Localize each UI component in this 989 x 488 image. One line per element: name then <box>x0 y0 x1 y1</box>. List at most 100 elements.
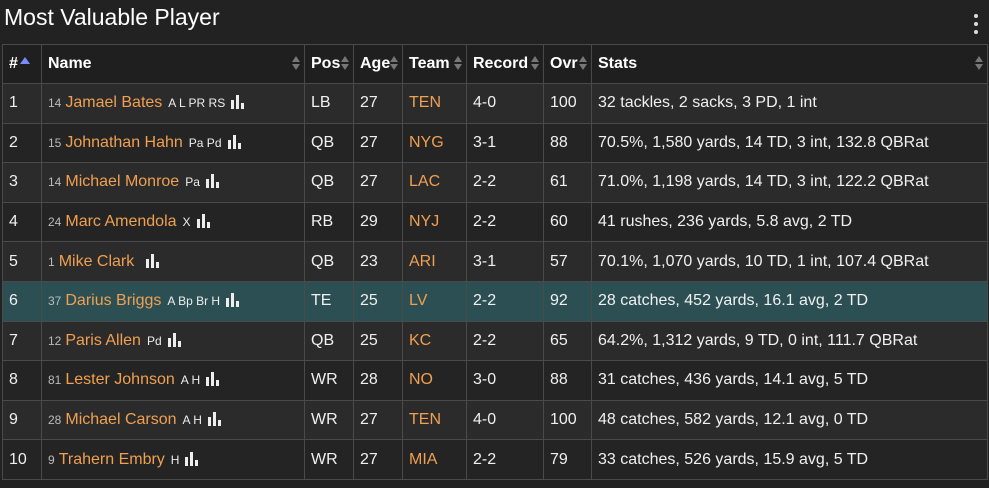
team-link[interactable]: LAC <box>409 173 441 191</box>
bar-chart-icon[interactable] <box>206 372 220 387</box>
bar-chart-icon[interactable] <box>205 174 219 189</box>
age-cell: 27 <box>353 83 403 124</box>
team-link[interactable]: MIA <box>409 450 438 468</box>
name-cell: 28 Michael Carson A H <box>41 399 305 441</box>
player-tags: X <box>182 215 191 230</box>
bar-chart-icon[interactable] <box>231 95 245 110</box>
pos-cell: RB <box>304 201 354 243</box>
players-table: # Name Pos Age Team Record Ovr Stats 1 1… <box>2 44 988 480</box>
record-cell: 3-1 <box>466 122 544 164</box>
jersey-number: 1 <box>48 254 55 269</box>
player-tags: H <box>170 452 180 467</box>
name-cell: 1 Mike Clark <box>41 241 305 282</box>
page-header: Most Valuable Player <box>0 0 989 44</box>
rank-cell: 3 <box>2 162 42 203</box>
bar-chart-icon[interactable] <box>227 134 241 149</box>
jersey-number: 37 <box>48 294 62 309</box>
player-name-link[interactable]: Mike Clark <box>58 252 135 270</box>
team-link[interactable]: KC <box>409 331 432 349</box>
name-cell: 24 Marc Amendola X <box>41 201 305 243</box>
age-cell: 29 <box>353 201 403 243</box>
player-name-link[interactable]: Johnathan Hahn <box>65 133 183 151</box>
jersey-number: 14 <box>48 175 62 190</box>
sort-icon <box>292 56 300 70</box>
team-link[interactable]: TEN <box>409 411 441 429</box>
age-cell: 28 <box>353 360 403 401</box>
name-cell: 14 Jamael Bates A L PR RS <box>41 83 305 124</box>
bar-chart-icon[interactable] <box>167 332 181 347</box>
column-header-pos[interactable]: Pos <box>304 44 354 84</box>
record-cell: 2-2 <box>466 162 544 203</box>
team-link[interactable]: ARI <box>409 252 436 270</box>
team-link[interactable]: LV <box>409 292 428 310</box>
team-cell: NYJ <box>402 201 467 243</box>
bar-chart-icon[interactable] <box>146 253 160 268</box>
rank-cell: 9 <box>2 399 42 441</box>
pos-cell: LB <box>304 83 354 124</box>
rank-cell: 5 <box>2 241 42 282</box>
stats-cell: 70.1%, 1,070 yards, 10 TD, 1 int, 107.4 … <box>591 241 988 282</box>
header-row: # Name Pos Age Team Record Ovr Stats <box>2 44 988 84</box>
jersey-number: 9 <box>48 452 55 467</box>
team-link[interactable]: TEN <box>409 94 441 112</box>
player-name-link[interactable]: Michael Monroe <box>65 173 180 191</box>
player-name-link[interactable]: Michael Carson <box>65 411 177 429</box>
pos-cell: QB <box>304 241 354 282</box>
column-header-age[interactable]: Age <box>353 44 403 84</box>
bar-chart-icon[interactable] <box>207 412 221 427</box>
player-name-link[interactable]: Paris Allen <box>65 331 141 349</box>
stats-cell: 28 catches, 452 yards, 16.1 avg, 2 TD <box>591 280 988 322</box>
bar-chart-icon[interactable] <box>185 451 199 466</box>
table-row: 5 1 Mike Clark QB 23 ARI 3-1 57 70.1%, 1,… <box>2 241 988 282</box>
column-header-rank[interactable]: # <box>2 44 42 84</box>
pos-cell: TE <box>304 280 354 322</box>
sort-ascending-icon <box>19 57 30 64</box>
rank-cell: 1 <box>2 83 42 124</box>
sort-icon <box>975 56 983 70</box>
player-name-link[interactable]: Trahern Embry <box>58 450 165 468</box>
column-header-stats[interactable]: Stats <box>591 44 988 84</box>
ovr-cell: 57 <box>543 241 592 282</box>
team-cell: MIA <box>402 439 467 480</box>
pos-cell: QB <box>304 320 354 362</box>
pos-cell: WR <box>304 360 354 401</box>
bar-chart-icon[interactable] <box>226 293 240 308</box>
page-title: Most Valuable Player <box>4 4 220 30</box>
player-name-link[interactable]: Lester Johnson <box>65 371 175 389</box>
stats-cell: 41 rushes, 236 yards, 5.8 avg, 2 TD <box>591 201 988 243</box>
kebab-menu-icon[interactable] <box>973 14 979 34</box>
player-name-link[interactable]: Jamael Bates <box>65 94 163 112</box>
player-name-link[interactable]: Darius Briggs <box>65 292 162 310</box>
age-cell: 27 <box>353 439 403 480</box>
column-header-team[interactable]: Team <box>402 44 467 84</box>
column-header-record[interactable]: Record <box>466 44 544 84</box>
team-link[interactable]: NYG <box>409 133 444 151</box>
age-cell: 25 <box>353 320 403 362</box>
table-row: 2 15 Johnathan Hahn Pa Pd QB 27 NYG 3-1 88… <box>2 122 988 164</box>
sort-icon <box>579 56 587 70</box>
table-row: 10 9 Trahern Embry H WR 27 MIA 2-2 79 33 c… <box>2 439 988 480</box>
column-header-name[interactable]: Name <box>41 44 305 84</box>
ovr-cell: 100 <box>543 83 592 124</box>
team-cell: KC <box>402 320 467 362</box>
pos-cell: WR <box>304 439 354 480</box>
jersey-number: 15 <box>48 135 62 150</box>
player-tags: A H <box>182 413 202 428</box>
team-link[interactable]: NO <box>409 371 433 389</box>
name-cell: 12 Paris Allen Pd <box>41 320 305 362</box>
column-header-ovr[interactable]: Ovr <box>543 44 592 84</box>
player-name-link[interactable]: Marc Amendola <box>65 213 177 231</box>
name-cell: 81 Lester Johnson A H <box>41 360 305 401</box>
player-tags: Pd <box>146 333 162 348</box>
ovr-cell: 100 <box>543 399 592 441</box>
team-link[interactable]: NYJ <box>409 213 440 231</box>
jersey-number: 14 <box>48 96 62 111</box>
stats-cell: 31 catches, 436 yards, 14.1 avg, 5 TD <box>591 360 988 401</box>
stats-cell: 33 catches, 526 yards, 15.9 avg, 5 TD <box>591 439 988 480</box>
rank-cell: 10 <box>2 439 42 480</box>
age-cell: 25 <box>353 280 403 322</box>
name-cell: 37 Darius Briggs A Bp Br H <box>41 280 305 322</box>
bar-chart-icon[interactable] <box>196 214 210 229</box>
rank-cell: 2 <box>2 122 42 164</box>
jersey-number: 28 <box>48 413 62 428</box>
